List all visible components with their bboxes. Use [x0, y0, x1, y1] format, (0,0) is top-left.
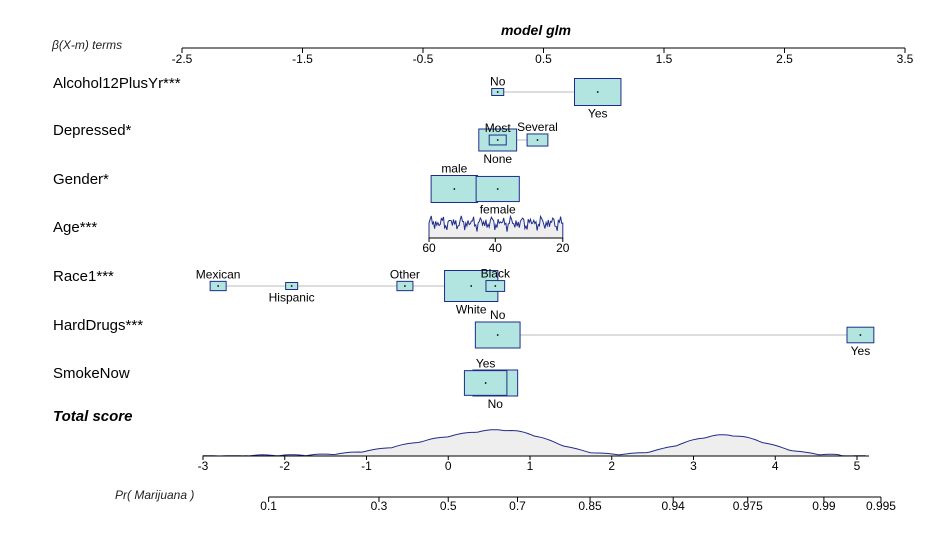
probability-tick-label: 0.1	[260, 499, 277, 513]
total-score-label: Total score	[53, 408, 132, 425]
level-label-white: White	[456, 303, 487, 317]
level-box-yes	[574, 78, 622, 106]
level-label-yes: Yes	[588, 107, 608, 121]
age-axis-tick-label: 20	[556, 241, 570, 255]
term-label-race1: Race1***	[53, 268, 114, 285]
age-density	[428, 214, 564, 239]
total-score-density	[202, 429, 866, 457]
total-score-tick-label: 3	[690, 459, 697, 473]
probability-tick-label: 0.7	[509, 499, 526, 513]
age-axis-tick-label: 40	[489, 241, 503, 255]
age-axis-tick-label: 60	[422, 241, 436, 255]
level-center-dot	[494, 285, 497, 287]
term-label-smokenow: SmokeNow	[53, 365, 130, 382]
probability-tick-label: 0.85	[578, 499, 602, 513]
probability-tick-label: 0.3	[371, 499, 388, 513]
level-center-dot	[496, 188, 499, 190]
probability-tick-label: 0.975	[733, 499, 763, 513]
level-label-yes: Yes	[851, 344, 871, 358]
level-label-several: Several	[517, 120, 558, 134]
level-label-female: female	[480, 203, 516, 217]
probability-tick-label: 0.995	[866, 499, 896, 513]
top-axis-tick-label: -2.5	[172, 52, 193, 66]
level-label-mexican: Mexican	[196, 267, 241, 281]
level-label-no: No	[490, 308, 506, 322]
level-center-dot	[453, 188, 456, 190]
total-score-tick-label: 4	[772, 459, 779, 473]
top-axis-tick-label: -1.5	[292, 52, 313, 66]
level-center-dot	[859, 334, 862, 336]
chart-title: model glm	[501, 22, 571, 38]
level-center-dot	[217, 285, 220, 287]
chart-layer: -2.5 -1.5 -0.5 0.5 1.5 2.5 3.5 Alcohol12PlusYr*…	[53, 47, 914, 513]
level-label-male: male	[441, 162, 467, 176]
level-label-no: No	[488, 397, 504, 411]
total-score-tick-label: -3	[198, 459, 209, 473]
probability-tick-label: 0.99	[812, 499, 836, 513]
top-axis-tick-label: 0.5	[535, 52, 552, 66]
level-label-black: Black	[481, 267, 511, 281]
total-score-tick-label: 1	[527, 459, 534, 473]
level-center-dot	[536, 139, 539, 141]
level-center-dot	[404, 285, 406, 287]
level-label-hispanic: Hispanic	[269, 291, 315, 305]
level-label-no: No	[490, 75, 506, 89]
level-center-dot	[484, 382, 487, 384]
level-center-dot	[496, 334, 499, 336]
term-label-alcohol12plusyr: Alcohol12PlusYr***	[53, 75, 181, 92]
term-label-depressed: Depressed*	[53, 122, 132, 139]
total-score-tick-label: 0	[445, 459, 452, 473]
top-axis-tick-label: 2.5	[776, 52, 793, 66]
probability-label: Pr( Marijuana )	[115, 488, 194, 502]
top-axis-tick-label: -0.5	[413, 52, 434, 66]
top-axis-label: β(X-m) terms	[51, 38, 122, 52]
total-score-tick-label: -2	[279, 459, 290, 473]
term-label-gender: Gender*	[53, 171, 109, 188]
top-axis-tick-label: 1.5	[656, 52, 673, 66]
level-center-dot	[496, 139, 499, 141]
top-axis-tick-label: 3.5	[897, 52, 914, 66]
probability-tick-label: 0.5	[440, 499, 457, 513]
probability-tick-label: 0.94	[662, 499, 686, 513]
total-score-tick-label: -1	[361, 459, 372, 473]
term-label-harddrugs: HardDrugs***	[53, 317, 143, 334]
level-label-none: None	[483, 152, 512, 166]
level-label-other: Other	[390, 267, 420, 281]
level-box-male	[430, 175, 479, 203]
level-center-dot	[596, 91, 599, 93]
level-center-dot	[496, 91, 499, 93]
total-score-tick-label: 2	[608, 459, 615, 473]
level-label-most: Most	[485, 121, 512, 135]
level-center-dot	[290, 285, 293, 287]
level-center-dot	[470, 285, 473, 287]
term-label-age: Age***	[53, 219, 97, 236]
level-label-yes: Yes	[476, 357, 496, 371]
total-score-tick-label: 5	[854, 459, 861, 473]
